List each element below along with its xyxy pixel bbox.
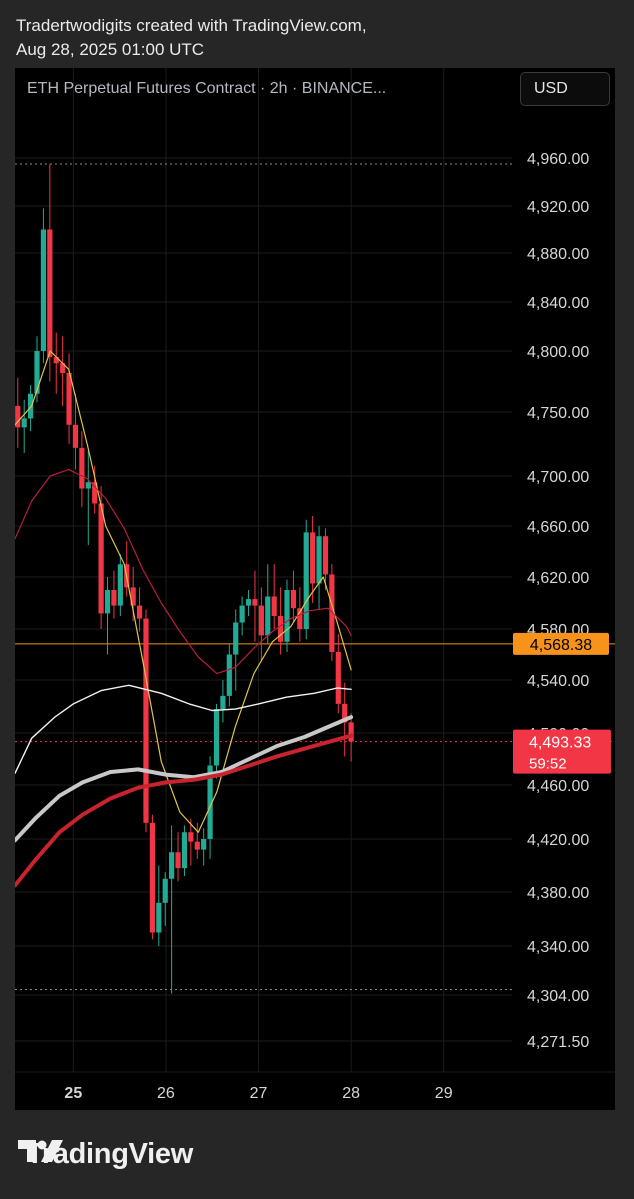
candle-body	[156, 902, 162, 933]
current-price-marker-label: 4,568.38	[530, 637, 592, 654]
tradingview-logo-icon	[18, 1140, 63, 1162]
currency-button[interactable]: USD	[520, 72, 610, 106]
candle-body	[92, 482, 98, 504]
candle-body	[329, 574, 335, 652]
candle-body	[66, 372, 72, 425]
candle-body	[194, 841, 200, 850]
candle-body	[220, 695, 226, 710]
candle-body	[277, 616, 284, 642]
y-axis-tick-label: 4,540.00	[527, 673, 589, 690]
x-axis-tick-label: 29	[435, 1085, 453, 1102]
candle-body	[233, 622, 239, 655]
moving-average-line	[15, 715, 354, 843]
candle-body	[239, 605, 245, 623]
y-axis-tick-label: 4,880.00	[527, 246, 589, 263]
candle-body	[136, 605, 143, 619]
candle-body	[207, 765, 213, 839]
candle-body	[245, 599, 252, 606]
candle-body	[335, 651, 341, 704]
y-axis-tick-label: 4,660.00	[527, 519, 589, 536]
moving-average-line	[15, 733, 354, 888]
candle-body	[271, 596, 277, 616]
candle-body	[162, 878, 168, 903]
x-axis-tick-label: 28	[342, 1085, 360, 1102]
candle-body	[348, 722, 354, 742]
x-axis-tick-label: 26	[157, 1085, 175, 1102]
candle-body	[303, 532, 309, 629]
y-axis-tick-label: 4,750.00	[527, 405, 589, 422]
moving-average-line	[15, 684, 352, 774]
candle-body	[47, 229, 53, 358]
bar-countdown-label: 59:52	[529, 756, 567, 773]
candle-body	[265, 596, 271, 636]
candle-body	[130, 587, 136, 606]
candle-body	[34, 351, 40, 394]
candle-body	[143, 618, 149, 823]
candle-body	[117, 564, 123, 606]
candle-body	[169, 852, 175, 879]
candle-body	[297, 608, 303, 629]
candle-body	[322, 536, 329, 575]
y-axis-tick-label: 4,920.00	[527, 199, 589, 216]
candle-body	[252, 599, 258, 606]
candle-body	[15, 405, 21, 428]
candle-body	[98, 503, 104, 614]
price-chart[interactable]: 4,960.00 4,920.00 4,880.00 4,840.00 4,800.00…	[15, 68, 615, 1110]
y-axis-tick-label: 4,340.00	[527, 939, 589, 956]
candle-body	[21, 418, 27, 428]
candle-body	[310, 532, 316, 584]
candle-body	[104, 590, 111, 614]
last-price-marker-label: 4,493.33	[529, 735, 591, 752]
chart-panel[interactable]: 4,960.00 4,920.00 4,880.00 4,840.00 4,800.00…	[15, 68, 615, 1110]
y-axis-tick-label: 4,700.00	[527, 469, 589, 486]
candle-body	[53, 357, 59, 364]
candle-body	[27, 393, 34, 419]
candle-body	[175, 852, 181, 869]
snapshot-timestamp: Aug 28, 2025 01:00 UTC	[16, 40, 205, 59]
moving-average-line	[15, 350, 352, 833]
current-price-marker	[513, 632, 609, 655]
candle-body	[79, 447, 85, 489]
candle-body	[149, 822, 155, 933]
candle-body	[201, 839, 207, 850]
chart-attribution: Tradertwodigits created with TradingView…	[16, 14, 367, 62]
candle-body	[342, 703, 348, 723]
candle-body	[72, 424, 79, 448]
y-axis-tick-label: 4,960.00	[527, 151, 589, 168]
moving-average-line	[15, 469, 352, 675]
y-axis-tick-label: 4,620.00	[527, 570, 589, 587]
candle-body	[258, 605, 264, 636]
candle-body	[85, 482, 91, 489]
candle-body	[290, 590, 297, 609]
last-price-marker	[513, 729, 611, 774]
candle-body	[226, 654, 232, 696]
y-axis-tick-label: 4,840.00	[527, 295, 589, 312]
y-axis-tick-label: 4,800.00	[527, 344, 589, 361]
y-axis-tick-label: 4,460.00	[527, 778, 589, 795]
candle-body	[188, 832, 194, 842]
candle-body	[181, 832, 188, 869]
x-axis-tick-label: 27	[250, 1085, 268, 1102]
chart-symbol-title[interactable]: ETH Perpetual Futures Contract · 2h · BI…	[27, 80, 387, 97]
candle-body	[111, 590, 117, 606]
candle-body	[316, 536, 322, 584]
x-axis-tick-label: 25	[64, 1085, 82, 1102]
tradingview-logo: TradingView	[18, 1138, 193, 1171]
candle-body	[60, 363, 66, 373]
candle-body	[213, 709, 220, 766]
y-axis-tick-label: 4,380.00	[527, 885, 589, 902]
y-axis-tick-label: 4,271.50	[527, 1034, 589, 1051]
candle-body	[284, 590, 290, 642]
candle-body	[40, 229, 47, 351]
attribution-line: Tradertwodigits created with TradingView…	[16, 16, 367, 35]
y-axis-tick-label: 4,420.00	[527, 832, 589, 849]
y-axis-tick-label: 4,304.00	[527, 988, 589, 1005]
